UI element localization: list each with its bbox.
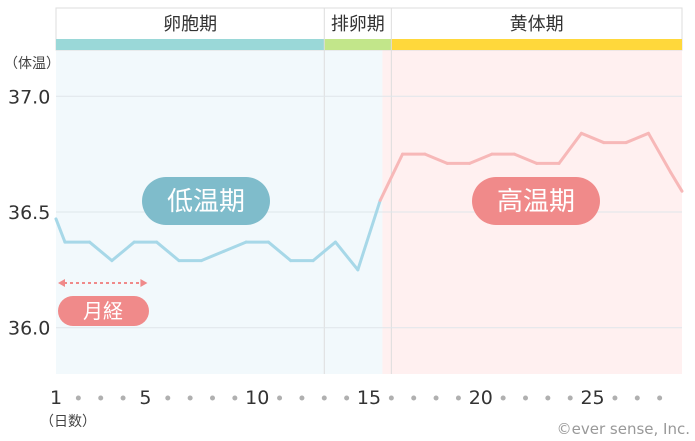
series-segment-20 (468, 152, 494, 165)
series-segment-24 (557, 131, 583, 165)
y-axis: （体温） 37.0 36.5 36.0 (4, 56, 60, 340)
x-tick-dot-28 (657, 395, 663, 401)
x-tick-label-10: 10 (245, 387, 269, 409)
x-tick-label-1: 1 (50, 387, 62, 409)
phase-bar-2 (324, 39, 392, 50)
x-tick-dot-22 (523, 395, 528, 401)
series-segment-22 (512, 152, 539, 165)
x-tick-dot-4 (120, 395, 126, 401)
series-segment-14 (333, 240, 360, 272)
series-segment-18 (423, 152, 449, 165)
period-arrow-right-head (140, 279, 148, 287)
x-tick-dot-14 (344, 395, 350, 401)
x-tick-dot-9 (232, 395, 238, 401)
x-tick-dot-23 (545, 395, 551, 401)
x-tick-dot-26 (612, 395, 618, 401)
phase-label-3: 黄体期 (510, 14, 564, 35)
x-tick-dot-7 (187, 395, 193, 401)
phase-band: 卵胞期 排卵期 黄体期 (55, 7, 683, 374)
period-badge (58, 296, 149, 326)
x-tick-label-25: 25 (580, 387, 604, 409)
x-tick-dot-12 (299, 395, 305, 401)
series-segment-9 (222, 240, 248, 253)
annotations: 低温期 高温期 月経 (58, 177, 600, 326)
y-axis-label: （体温） (4, 56, 60, 72)
high-phase-badge (472, 177, 600, 225)
period-arrow (58, 279, 148, 287)
x-tick-dot-19 (455, 395, 461, 401)
series-segment-27 (624, 131, 650, 145)
x-tick-dot-21 (500, 395, 506, 401)
x-axis-label: （日数） (40, 414, 96, 430)
x-tick-label-20: 20 (469, 387, 493, 409)
x-tick-dot-18 (433, 395, 439, 401)
x-tick-dot-2 (75, 395, 81, 401)
phase-label-1: 卵胞期 (163, 14, 217, 35)
series-segment-4 (110, 240, 136, 263)
series-segment-25 (579, 131, 606, 145)
series-segment-16 (378, 152, 405, 202)
period-arrow-left-head (58, 279, 65, 287)
series-segment-3 (88, 240, 114, 263)
phase-bar-3 (391, 39, 682, 50)
series-segment-15 (356, 198, 382, 272)
x-tick-dot-3 (98, 395, 104, 401)
phase-label-2: 排卵期 (331, 14, 385, 35)
period-label: 月経 (83, 299, 123, 323)
phase-bar-1 (56, 39, 325, 50)
series-segment-6 (155, 240, 181, 263)
y-tick-label-2: 36.5 (8, 202, 50, 224)
temperature-series (54, 131, 684, 272)
y-tick-label-1: 37.0 (8, 86, 50, 108)
x-tick-dot-6 (165, 395, 171, 401)
low-phase-badge (142, 177, 270, 225)
x-tick-dot-17 (411, 395, 417, 401)
x-tick-dot-8 (210, 395, 215, 401)
x-tick-label-15: 15 (357, 387, 381, 409)
x-tick-dot-16 (388, 395, 394, 401)
x-tick-dot-24 (567, 395, 573, 401)
series-segment-11 (266, 240, 293, 263)
series-segment-1 (54, 217, 67, 244)
series-segment-28 (646, 131, 673, 175)
copyright-text: ©ever sense, Inc. (557, 420, 690, 438)
x-axis: （日数） 1 5 10 15 20 25 (40, 387, 663, 430)
x-tick-label-5: 5 (139, 387, 151, 409)
series-segment-29 (669, 171, 684, 193)
series-segment-8 (199, 249, 226, 263)
x-tick-dot-11 (277, 395, 283, 401)
low-phase-label: 低温期 (167, 187, 245, 217)
high-phase-label: 高温期 (497, 187, 575, 217)
y-tick-label-3: 36.0 (8, 318, 50, 340)
x-tick-dot-27 (634, 395, 640, 401)
x-tick-dot-13 (321, 395, 327, 401)
series-segment-13 (311, 240, 337, 263)
